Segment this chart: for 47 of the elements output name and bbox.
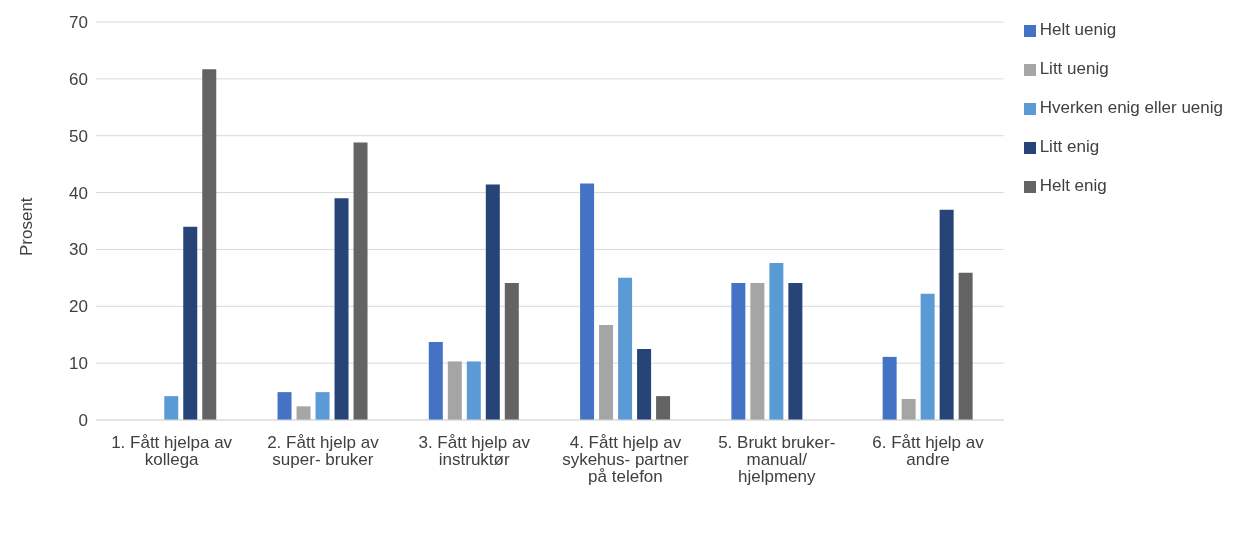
y-tick-label: 50	[69, 126, 88, 146]
bar	[769, 263, 784, 420]
y-tick-label: 30	[69, 240, 88, 260]
bar	[656, 396, 671, 420]
bar	[618, 277, 633, 420]
y-tick-label: 40	[69, 183, 88, 203]
bar	[731, 282, 746, 420]
legend-label: Helt uenig	[1039, 20, 1117, 39]
y-tick-label: 70	[69, 13, 88, 33]
bar	[504, 282, 519, 420]
bar	[277, 392, 292, 420]
bar	[183, 226, 198, 420]
bar	[202, 69, 217, 420]
bar	[428, 342, 443, 420]
bar	[315, 392, 330, 420]
legend-label: Litt uenig	[1039, 59, 1109, 78]
bar	[485, 184, 500, 420]
legend-label: Hverken enig eller uenig	[1039, 98, 1223, 117]
y-tick-label: 20	[69, 297, 88, 317]
y-axis-title: Prosent	[17, 197, 37, 256]
bar	[750, 282, 765, 420]
bar	[920, 293, 935, 420]
legend-label: Helt enig	[1039, 176, 1107, 195]
y-tick-label: 10	[69, 354, 88, 374]
x-tick-label: 5. Brukt bruker- manual/ hjelpmeny	[718, 433, 836, 487]
bar	[599, 325, 614, 420]
x-tick-label: 1. Fått hjelpa av kollega	[111, 433, 233, 470]
bar	[447, 361, 462, 420]
y-tick-label: 60	[69, 69, 88, 89]
bar	[353, 142, 368, 420]
bar	[296, 406, 311, 420]
bar	[939, 209, 954, 420]
x-tick-label: 6. Fått hjelp av andre	[872, 433, 985, 470]
bar	[637, 348, 652, 420]
bar	[958, 272, 973, 420]
bar	[334, 198, 349, 420]
x-tick-label: 2. Fått hjelp av super- bruker	[267, 433, 380, 470]
bar	[788, 282, 803, 420]
bar	[164, 396, 179, 420]
bar	[882, 356, 897, 420]
bar	[580, 183, 595, 420]
legend-label: Litt enig	[1039, 137, 1100, 156]
y-tick-label: 0	[78, 411, 88, 431]
x-tick-label: 4. Fått hjelp av sykehus- partner på telefon	[562, 433, 690, 487]
x-tick-label: 3. Fått hjelp av instruktør	[418, 433, 531, 470]
bar	[901, 398, 916, 420]
bar	[466, 361, 481, 420]
